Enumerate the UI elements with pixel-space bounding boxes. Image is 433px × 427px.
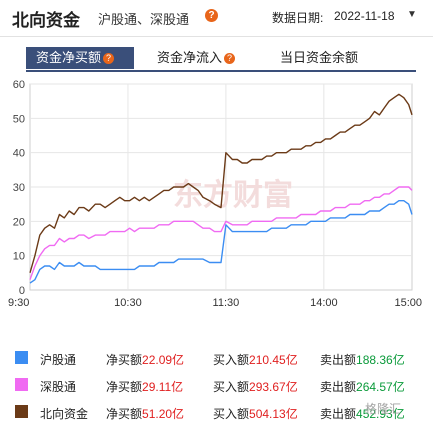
net-buy-value: 51.20亿 [142, 407, 185, 421]
net-buy-label: 净买额 [106, 353, 143, 367]
sell-label: 卖出额 [320, 380, 357, 394]
legend-swatch [15, 405, 28, 418]
net-buy: 净买额22.09亿 [106, 351, 184, 368]
date-label: 数据日期: [272, 11, 324, 25]
legend-row-hugutong: 沪股通 净买额22.09亿 买入额210.45亿 卖出额188.36亿 [0, 344, 433, 370]
buy-value: 210.45亿 [249, 353, 298, 367]
y-tick-label: 10 [13, 251, 25, 263]
tab-label: 资金净流入 [157, 50, 223, 65]
y-tick-label: 20 [13, 216, 25, 228]
tab-daily-balance[interactable]: 当日资金余额 [280, 47, 358, 69]
intraday-chart: 0 10 20 30 40 50 60 9:30 10:30 11:30 14:00 15:00 东方财… [8, 79, 422, 309]
net-buy-label: 净买额 [106, 407, 143, 421]
chart-watermark: 东方财富 [173, 178, 293, 213]
sell-amount: 卖出额188.36亿 [320, 351, 405, 368]
x-tick-label: 15:00 [394, 297, 422, 309]
help-icon[interactable]: ? [205, 9, 218, 22]
legend-name: 北向资金 [40, 407, 89, 421]
divider [0, 36, 433, 37]
buy-value: 293.67亿 [249, 380, 298, 394]
net-buy: 净买额29.11亿 [106, 378, 183, 395]
sell-value: 452.93亿 [356, 407, 405, 421]
sell-label: 卖出额 [320, 353, 357, 367]
y-tick-label: 50 [13, 113, 25, 125]
x-tick-label: 10:30 [114, 297, 142, 309]
help-icon[interactable]: ? [224, 53, 236, 64]
series-line [29, 93, 413, 273]
legend-swatch [15, 351, 28, 364]
tab-label: 当日资金余额 [280, 50, 359, 65]
y-tick-label: 30 [13, 182, 25, 194]
legend-row-beixiang: 北向资金 净买额51.20亿 买入额504.13亿 卖出额452.93亿 [0, 398, 433, 424]
legend-name: 深股通 [40, 380, 77, 394]
tab-net-inflow[interactable]: 资金净流入? [157, 47, 236, 69]
net-buy-label: 净买额 [106, 380, 143, 394]
series-line [29, 200, 413, 284]
legend-row-shengutong: 深股通 净买额29.11亿 买入额293.67亿 卖出额264.57亿 [0, 371, 433, 397]
net-buy: 净买额51.20亿 [106, 405, 184, 422]
help-icon[interactable]: ? [103, 53, 115, 64]
sell-amount: 卖出额452.93亿 [320, 405, 405, 422]
chevron-down-icon[interactable]: ▼ [407, 9, 417, 20]
buy-amount: 买入额504.13亿 [213, 405, 298, 422]
legend-swatch [15, 378, 28, 391]
tab-label: 资金净买额 [36, 50, 102, 65]
page-subtitle: 沪股通、深股通 [98, 12, 190, 27]
net-buy-value: 22.09亿 [142, 353, 185, 367]
net-buy-value: 29.11亿 [142, 380, 184, 394]
header: 北向资金 沪股通、深股通 ? 数据日期: 2022-11-18 ▼ [0, 0, 433, 36]
tab-bar: 资金净买额? 资金净流入? 当日资金余额 [0, 42, 433, 70]
sell-value: 188.36亿 [356, 353, 405, 367]
sell-value: 264.57亿 [356, 380, 405, 394]
buy-amount: 买入额210.45亿 [213, 351, 298, 368]
sell-amount: 卖出额264.57亿 [320, 378, 405, 395]
sell-label: 卖出额 [320, 407, 357, 421]
x-tick-label: 11:30 [213, 297, 240, 309]
series-line [29, 186, 413, 280]
buy-label: 买入额 [213, 353, 250, 367]
x-tick-label: 14:00 [310, 297, 338, 309]
y-tick-label: 0 [19, 285, 25, 297]
buy-label: 买入额 [213, 380, 250, 394]
buy-value: 504.13亿 [249, 407, 298, 421]
buy-amount: 买入额293.67亿 [213, 378, 298, 395]
legend-name: 沪股通 [40, 353, 77, 367]
watermark-logo: 格隆汇 [365, 402, 402, 416]
buy-label: 买入额 [213, 407, 250, 421]
x-tick-label: 9:30 [8, 297, 29, 309]
tab-underline [26, 70, 416, 72]
y-tick-label: 60 [13, 79, 25, 91]
tab-net-buy[interactable]: 资金净买额? [26, 47, 134, 69]
date-value[interactable]: 2022-11-18 [334, 9, 395, 23]
y-tick-label: 40 [13, 148, 25, 160]
page-title: 北向资金 [12, 11, 80, 30]
